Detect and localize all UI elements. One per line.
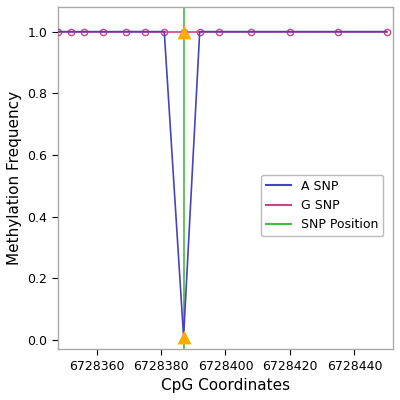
X-axis label: CpG Coordinates: CpG Coordinates (161, 378, 290, 393)
Point (180, 334, 187, 340)
Point (180, 28, 187, 35)
Legend: A SNP, G SNP, SNP Position: A SNP, G SNP, SNP Position (261, 175, 384, 236)
Y-axis label: Methylation Frequency: Methylation Frequency (7, 91, 22, 265)
